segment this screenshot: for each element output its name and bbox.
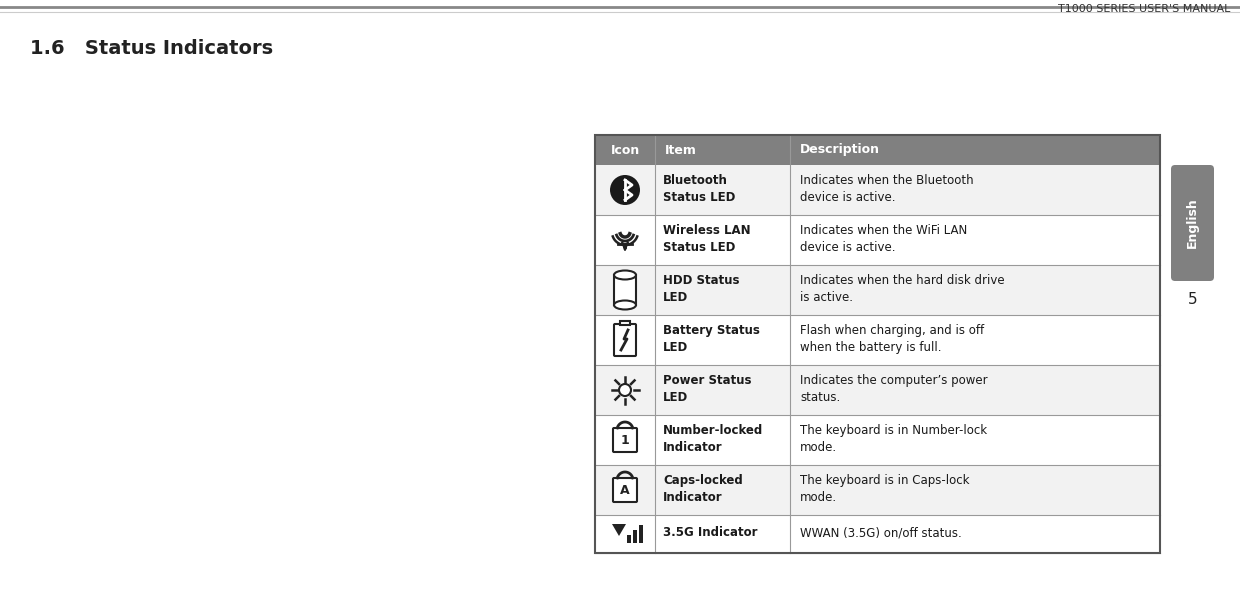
Bar [595, 215, 1159, 265]
Ellipse shape [614, 270, 636, 279]
Circle shape [610, 175, 640, 205]
Text: Wireless LAN
Status LED: Wireless LAN Status LED [663, 224, 750, 254]
Text: Icon: Icon [610, 143, 640, 156]
Text: WWAN (3.5G) on/off status.: WWAN (3.5G) on/off status. [800, 527, 962, 540]
Text: Indicates the computer’s power
status.: Indicates the computer’s power status. [800, 374, 987, 404]
Bar [595, 135, 1159, 553]
Text: Description: Description [800, 143, 880, 156]
Text: Flash when charging, and is off
when the battery is full.: Flash when charging, and is off when the… [800, 324, 985, 354]
Bar [595, 165, 1159, 215]
FancyBboxPatch shape [1171, 165, 1214, 281]
Text: A: A [620, 485, 630, 497]
Text: Number-locked
Indicator: Number-locked Indicator [663, 424, 764, 454]
Polygon shape [613, 524, 626, 536]
FancyBboxPatch shape [614, 324, 636, 356]
Bar [595, 315, 1159, 365]
Bar [595, 265, 1159, 315]
Text: The keyboard is in Number-lock
mode.: The keyboard is in Number-lock mode. [800, 424, 987, 454]
Bar [620, 321, 630, 325]
Text: 1.6   Status Indicators: 1.6 Status Indicators [30, 39, 273, 58]
Text: Indicates when the hard disk drive
is active.: Indicates when the hard disk drive is ac… [800, 274, 1004, 304]
Bar [639, 525, 644, 543]
Bar [614, 275, 636, 305]
Ellipse shape [614, 300, 636, 309]
Bar [595, 415, 1159, 465]
Text: 3.5G Indicator: 3.5G Indicator [663, 527, 758, 540]
Text: Indicates when the Bluetooth
device is active.: Indicates when the Bluetooth device is a… [800, 174, 973, 204]
Circle shape [619, 384, 631, 396]
Bar [595, 465, 1159, 515]
Text: Item: Item [665, 143, 697, 156]
Text: 1: 1 [621, 435, 630, 448]
Text: Battery Status
LED: Battery Status LED [663, 324, 760, 354]
Bar [595, 515, 1159, 553]
Text: Caps-locked
Indicator: Caps-locked Indicator [663, 474, 743, 504]
Circle shape [622, 245, 627, 249]
Bar [595, 135, 1159, 165]
Text: Bluetooth
Status LED: Bluetooth Status LED [663, 174, 735, 204]
Bar [595, 365, 1159, 415]
Text: 5: 5 [1188, 291, 1198, 306]
Text: T1000 SERIES USER'S MANUAL: T1000 SERIES USER'S MANUAL [1058, 4, 1230, 14]
FancyBboxPatch shape [613, 478, 637, 502]
Text: English: English [1185, 198, 1199, 248]
Text: HDD Status
LED: HDD Status LED [663, 274, 739, 304]
Text: The keyboard is in Caps-lock
mode.: The keyboard is in Caps-lock mode. [800, 474, 970, 504]
Text: Indicates when the WiFi LAN
device is active.: Indicates when the WiFi LAN device is ac… [800, 224, 967, 254]
FancyBboxPatch shape [613, 428, 637, 452]
Text: Power Status
LED: Power Status LED [663, 374, 751, 404]
Bar [627, 535, 631, 543]
Bar [632, 530, 637, 543]
